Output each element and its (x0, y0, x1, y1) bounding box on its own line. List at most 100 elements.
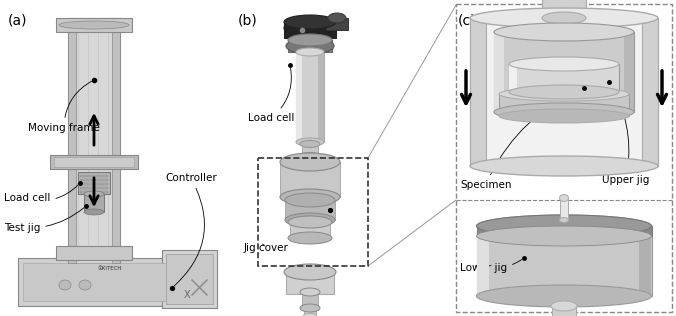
Ellipse shape (477, 285, 652, 307)
Ellipse shape (286, 38, 334, 54)
Bar (258, 158, 368, 266)
Bar (280, 162, 340, 197)
Bar (552, 306, 576, 316)
Bar (326, 18, 348, 30)
Bar (296, 52, 302, 142)
Bar (456, 4, 672, 312)
Bar (296, 52, 324, 142)
Bar (302, 292, 318, 310)
Ellipse shape (84, 209, 104, 215)
Text: (a): (a) (8, 14, 28, 28)
Bar (78, 172, 110, 194)
Ellipse shape (477, 215, 652, 237)
Ellipse shape (284, 15, 336, 29)
Bar (112, 18, 120, 263)
Ellipse shape (284, 18, 336, 38)
Ellipse shape (288, 216, 332, 228)
Ellipse shape (296, 48, 324, 56)
Bar (477, 226, 652, 296)
Ellipse shape (79, 280, 91, 290)
Ellipse shape (477, 226, 652, 246)
Ellipse shape (300, 304, 320, 312)
Ellipse shape (59, 280, 71, 290)
Ellipse shape (560, 217, 569, 222)
Bar (290, 222, 330, 238)
Ellipse shape (470, 8, 658, 28)
Bar (318, 52, 324, 142)
Ellipse shape (59, 21, 129, 29)
Bar (509, 64, 619, 92)
Bar (166, 254, 213, 304)
Ellipse shape (288, 34, 332, 46)
Text: Lower jig: Lower jig (460, 259, 522, 273)
Ellipse shape (280, 189, 340, 205)
Ellipse shape (285, 193, 335, 207)
Text: ①KITECH: ①KITECH (98, 265, 122, 270)
Bar (84, 194, 104, 212)
Ellipse shape (470, 156, 658, 176)
Ellipse shape (551, 301, 577, 311)
Bar (285, 200, 335, 220)
Text: Controller: Controller (165, 173, 217, 286)
Bar (68, 18, 120, 263)
Ellipse shape (280, 153, 340, 171)
Bar (50, 155, 138, 169)
Bar (560, 198, 568, 220)
Bar (23, 263, 188, 301)
Bar (68, 18, 76, 263)
Bar (624, 32, 634, 112)
Bar (18, 258, 193, 306)
Ellipse shape (284, 264, 336, 280)
Bar (509, 64, 517, 92)
Ellipse shape (499, 87, 629, 101)
Ellipse shape (494, 103, 634, 121)
Text: Moving frame: Moving frame (28, 81, 100, 133)
Ellipse shape (509, 85, 619, 99)
Ellipse shape (300, 153, 320, 160)
Bar (499, 94, 629, 116)
Ellipse shape (542, 12, 586, 24)
Bar (56, 246, 132, 260)
Bar (494, 32, 504, 112)
Ellipse shape (300, 141, 320, 148)
Bar (54, 157, 134, 167)
Ellipse shape (84, 191, 104, 197)
Bar (162, 250, 217, 308)
Bar (286, 272, 334, 294)
Bar (80, 191, 108, 193)
Bar (302, 144, 318, 156)
Ellipse shape (509, 57, 619, 71)
Ellipse shape (499, 109, 629, 123)
Bar (284, 22, 336, 38)
Text: Jig cover: Jig cover (244, 243, 289, 253)
Ellipse shape (300, 288, 320, 296)
Bar (639, 226, 651, 296)
Bar (494, 32, 634, 112)
Bar (477, 226, 489, 296)
Text: Load cell: Load cell (4, 185, 78, 203)
Ellipse shape (296, 138, 324, 146)
Bar (470, 18, 486, 166)
Text: Upper jig: Upper jig (602, 84, 650, 185)
Bar (288, 40, 332, 52)
Ellipse shape (328, 13, 346, 23)
Bar (304, 310, 316, 316)
Bar (80, 187, 108, 189)
Ellipse shape (494, 23, 634, 41)
Ellipse shape (288, 232, 332, 244)
Bar (80, 175, 108, 177)
Ellipse shape (560, 195, 569, 202)
Text: Load cell: Load cell (248, 68, 294, 123)
Text: (b): (b) (238, 14, 258, 28)
Bar (642, 18, 658, 166)
Text: Test jig: Test jig (4, 208, 84, 233)
Ellipse shape (285, 213, 335, 227)
Bar (80, 183, 108, 185)
Bar (56, 18, 132, 32)
Text: (c): (c) (458, 14, 477, 28)
Text: Specimen: Specimen (460, 89, 581, 190)
Text: X: X (184, 290, 191, 300)
Ellipse shape (477, 215, 652, 237)
Bar (542, 0, 586, 22)
Bar (470, 18, 658, 166)
